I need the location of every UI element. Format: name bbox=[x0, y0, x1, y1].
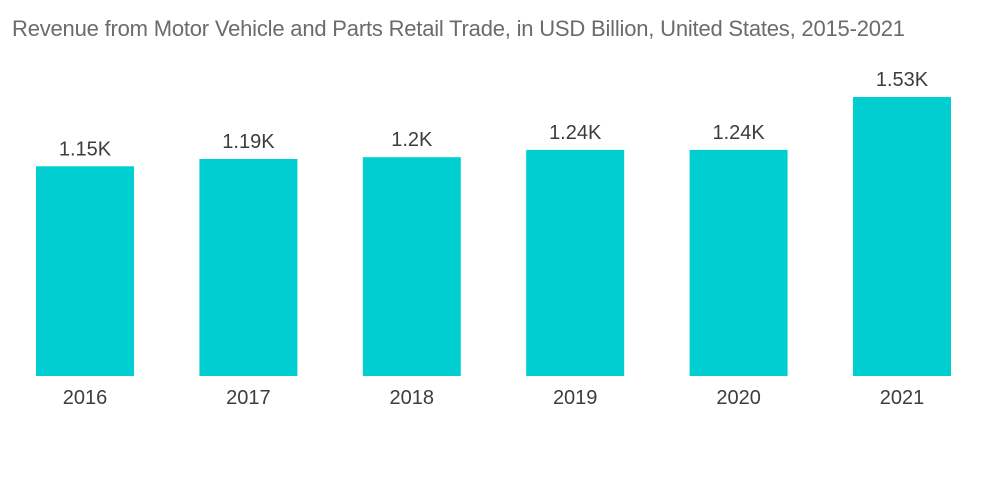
bar-2018 bbox=[362, 157, 461, 376]
x-tick-label-2016: 2016 bbox=[63, 387, 108, 409]
bar-2017 bbox=[199, 159, 298, 376]
value-label-2017: 1.19K bbox=[222, 131, 275, 153]
value-label-2020: 1.24K bbox=[712, 122, 765, 144]
value-label-2016: 1.15K bbox=[59, 138, 112, 160]
x-tick-label-2017: 2017 bbox=[226, 387, 271, 409]
bar-2019 bbox=[526, 149, 625, 376]
chart-title: Revenue from Motor Vehicle and Parts Ret… bbox=[12, 16, 905, 41]
x-tick-label-2021: 2021 bbox=[880, 387, 925, 409]
x-tick-label-2018: 2018 bbox=[390, 387, 435, 409]
bars-group bbox=[36, 97, 951, 376]
x-axis-tick-labels: 2016 2017 2018 2019 2020 2021 bbox=[63, 387, 925, 409]
value-label-2019: 1.24K bbox=[549, 122, 602, 144]
value-label-2021: 1.53K bbox=[876, 69, 929, 91]
bar-2020 bbox=[689, 149, 788, 376]
bar-2021 bbox=[853, 97, 951, 376]
value-label-2018: 1.2K bbox=[391, 129, 433, 151]
value-labels-group: 1.15K 1.19K 1.2K 1.24K 1.24K 1.53K bbox=[59, 69, 929, 160]
x-tick-label-2020: 2020 bbox=[716, 387, 761, 409]
bar-2016 bbox=[36, 166, 134, 376]
x-tick-label-2019: 2019 bbox=[553, 387, 598, 409]
